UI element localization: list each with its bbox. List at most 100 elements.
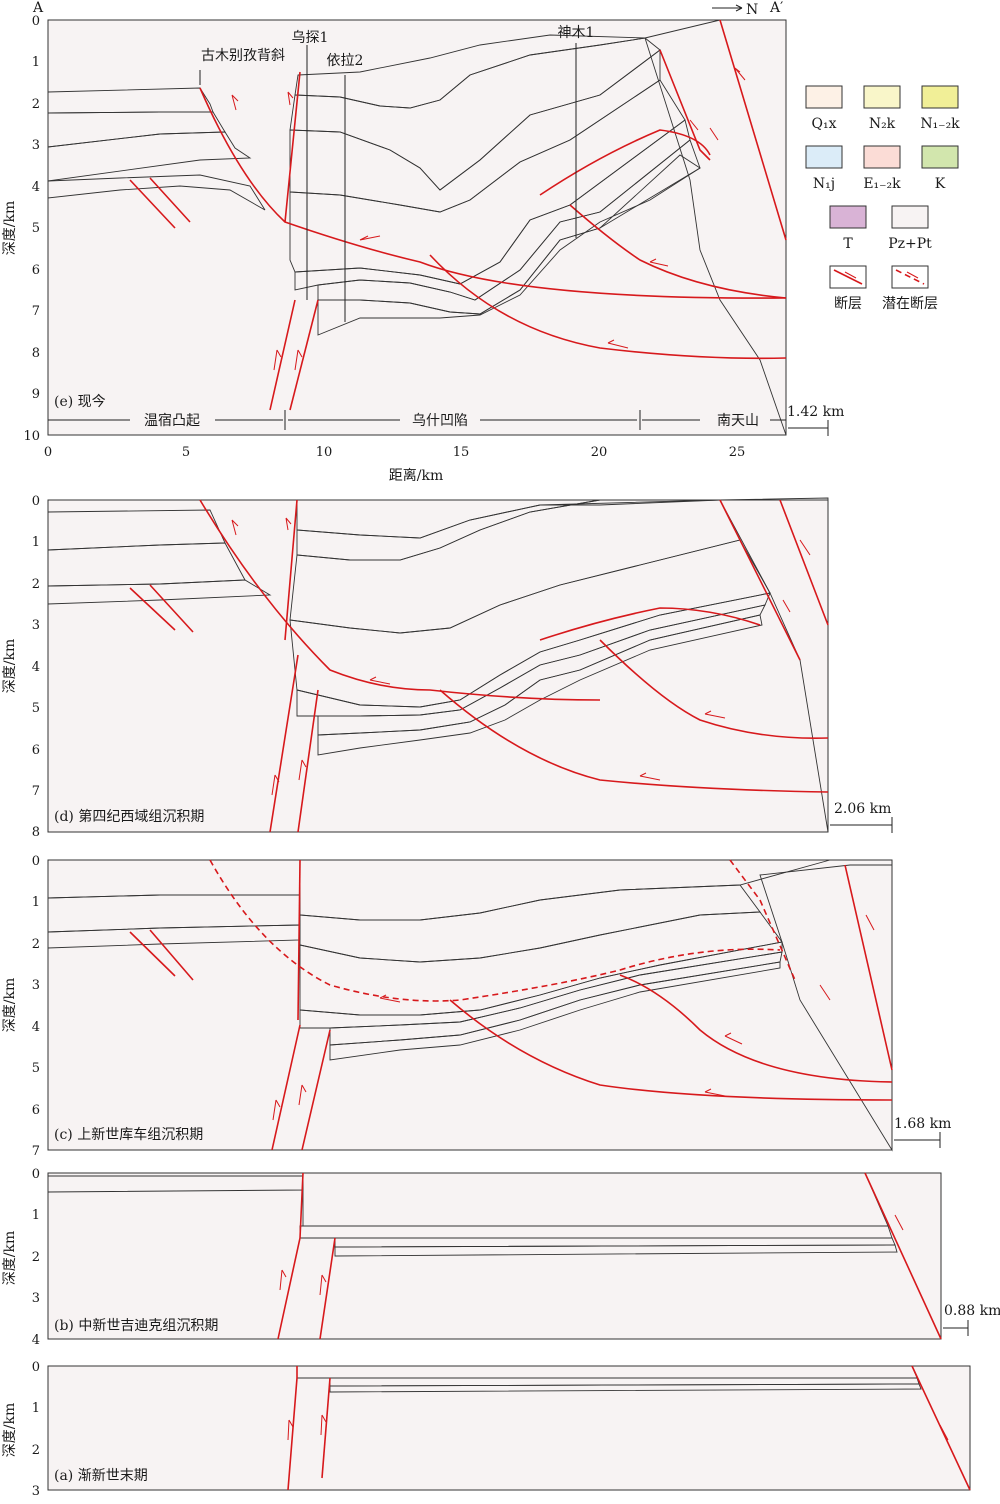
svg-text:0: 0 [32, 14, 40, 29]
ylabel-b: 深度/km [2, 1231, 18, 1285]
fault-d-7 [599, 639, 829, 739]
caption-c: (c) 上新世库车组沉积期 [54, 1126, 203, 1143]
svg-text:3: 3 [32, 1484, 40, 1499]
corner-label-A: A [32, 0, 44, 16]
fault-c-6 [844, 864, 893, 1071]
well-label-gumubiezi: 古木别孜背斜 [201, 48, 285, 64]
fault-arrows-d [231, 517, 811, 796]
svg-text:4: 4 [32, 660, 40, 675]
svg-text:0: 0 [32, 854, 40, 869]
fault-d-5 [439, 689, 829, 793]
svg-text:0: 0 [44, 445, 52, 460]
legend-N12k: N₁₋₂k [920, 116, 960, 132]
y-axis-a: 0 1 2 3 [32, 1360, 40, 1499]
svg-text:3: 3 [32, 138, 40, 153]
svg-text:6: 6 [32, 263, 40, 278]
svg-text:8: 8 [32, 346, 40, 361]
fault-c-3 [301, 1029, 331, 1151]
fault-e-2 [284, 71, 301, 223]
shortening-c [894, 1132, 941, 1148]
frame-a [47, 1365, 971, 1491]
fault-e-3 [269, 299, 296, 411]
svg-text:1: 1 [32, 1208, 40, 1223]
svg-text:0: 0 [32, 494, 40, 509]
zone-wensu: 温宿凸起 [144, 412, 200, 429]
y-axis-b: 0 1 2 3 4 [32, 1167, 40, 1348]
legend: Q₁x N₂k N₁₋₂k N₁j E₁₋₂k K T Pz+Pt 断层 潜在断… [805, 85, 960, 312]
fault-d-11 [149, 584, 194, 633]
ylabel-e: 深度/km [2, 201, 18, 255]
fault-d-1 [199, 499, 601, 701]
svg-text:5: 5 [32, 1061, 40, 1076]
layer-a-T [329, 1383, 922, 1393]
svg-text:9: 9 [32, 387, 40, 402]
shortening-c-label: 1.68 km [894, 1116, 951, 1132]
fault-d-8 [719, 499, 801, 661]
fault-e-10 [129, 179, 176, 229]
svg-text:0: 0 [32, 1167, 40, 1182]
fault-d-6 [539, 607, 761, 641]
basement-e [48, 20, 786, 435]
zone-nantianshan: 南天山 [717, 413, 759, 429]
fault-e-4 [289, 299, 319, 411]
corner-label-A-prime: A′ [769, 0, 783, 16]
fault-e-9 [659, 49, 711, 161]
layer-d-Q1x [296, 499, 721, 539]
svg-text:2: 2 [32, 97, 40, 112]
fault-c-7 [129, 931, 176, 977]
shortening-b [943, 1320, 969, 1336]
svg-text:0: 0 [32, 1360, 40, 1375]
shortening-e-label: 1.42 km [787, 404, 844, 420]
layer-e-left-N1j [47, 174, 266, 211]
svg-text:3: 3 [32, 1291, 40, 1306]
legend-PzPt: Pz+Pt [888, 236, 932, 252]
svg-text:1: 1 [32, 895, 40, 910]
fault-a-2 [321, 1377, 331, 1479]
svg-text:20: 20 [591, 445, 608, 460]
well-label-wutan1: 乌探1 [292, 30, 329, 46]
well-label-yila2: 依拉2 [327, 53, 364, 69]
fault-arrows-c [272, 914, 875, 1121]
svg-text:4: 4 [32, 1333, 40, 1348]
fault-arrows-b [279, 1214, 904, 1296]
svg-text:15: 15 [453, 445, 470, 460]
fault-b-2 [319, 1237, 336, 1340]
fault-c-1 [297, 859, 301, 1021]
shortening-b-label: 0.88 km [944, 1303, 1000, 1319]
fault-b-3 [864, 1172, 942, 1340]
fault-arrows-a [287, 1414, 949, 1441]
fault-c-4 [449, 999, 893, 1101]
legend-E12k: E₁₋₂k [863, 176, 901, 192]
fault-arrows-e [231, 67, 746, 371]
basement-c [48, 860, 892, 1150]
svg-text:25: 25 [729, 445, 746, 460]
layer-b-T [334, 1244, 898, 1257]
svg-text:1: 1 [32, 535, 40, 550]
fault-a-1 [287, 1366, 298, 1491]
panel-c-pliocene: (c) 上新世库车组沉积期 1.68 km 0 1 2 3 4 5 6 7 深度… [2, 854, 951, 1159]
svg-text:6: 6 [32, 1103, 40, 1118]
zone-markers-e [48, 410, 786, 430]
svg-text:7: 7 [32, 784, 40, 799]
svg-text:3: 3 [32, 978, 40, 993]
svg-text:5: 5 [32, 221, 40, 236]
wells-e [199, 43, 577, 322]
svg-text:4: 4 [32, 180, 40, 195]
ylabel-a: 深度/km [2, 1403, 18, 1457]
svg-text:2: 2 [32, 937, 40, 952]
svg-text:2: 2 [32, 577, 40, 592]
frame-b [47, 1172, 942, 1340]
svg-text:6: 6 [32, 743, 40, 758]
y-axis-d: 0 1 2 3 4 5 6 7 8 [32, 494, 40, 840]
caption-b: (b) 中新世吉迪克组沉积期 [54, 1318, 218, 1334]
y-axis-e: 0 1 2 3 4 5 6 7 8 9 10 [23, 14, 40, 444]
layer-d-right-block [719, 497, 829, 833]
fault-e-11 [149, 177, 191, 223]
basement-a [48, 1366, 970, 1490]
fault-d-3 [269, 654, 299, 833]
ylabel-d: 深度/km [2, 639, 18, 693]
shortening-d-label: 2.06 km [834, 801, 891, 817]
legend-K: K [935, 176, 946, 192]
panel-e-present: 古木别孜背斜 乌探1 依拉2 神木1 A A′ N 温宿凸起 乌什凹陷 南天山 … [2, 0, 844, 484]
zone-wushi: 乌什凹陷 [412, 413, 468, 429]
